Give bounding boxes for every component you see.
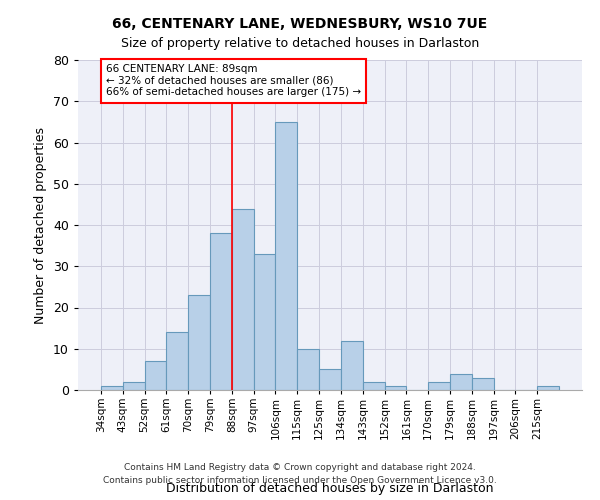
Text: Size of property relative to detached houses in Darlaston: Size of property relative to detached ho… <box>121 38 479 51</box>
Bar <box>232 208 254 390</box>
Bar <box>472 378 494 390</box>
Text: Contains public sector information licensed under the Open Government Licence v3: Contains public sector information licen… <box>103 476 497 485</box>
Bar <box>145 361 166 390</box>
Bar <box>450 374 472 390</box>
Bar <box>188 295 210 390</box>
Text: Contains HM Land Registry data © Crown copyright and database right 2024.: Contains HM Land Registry data © Crown c… <box>124 464 476 472</box>
Bar <box>363 382 385 390</box>
Bar <box>166 332 188 390</box>
Bar <box>101 386 123 390</box>
Bar <box>123 382 145 390</box>
Bar <box>428 382 450 390</box>
Bar <box>254 254 275 390</box>
Bar <box>385 386 406 390</box>
Text: Distribution of detached houses by size in Darlaston: Distribution of detached houses by size … <box>166 482 494 495</box>
Text: 66 CENTENARY LANE: 89sqm
← 32% of detached houses are smaller (86)
66% of semi-d: 66 CENTENARY LANE: 89sqm ← 32% of detach… <box>106 64 361 98</box>
Bar <box>275 122 297 390</box>
Bar <box>341 340 363 390</box>
Text: 66, CENTENARY LANE, WEDNESBURY, WS10 7UE: 66, CENTENARY LANE, WEDNESBURY, WS10 7UE <box>112 18 488 32</box>
Bar <box>210 233 232 390</box>
Y-axis label: Number of detached properties: Number of detached properties <box>34 126 47 324</box>
Bar <box>319 370 341 390</box>
Bar <box>297 349 319 390</box>
Bar <box>537 386 559 390</box>
